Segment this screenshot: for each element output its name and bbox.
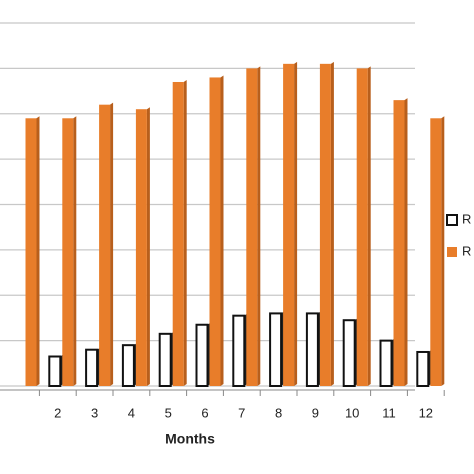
bar	[135, 109, 147, 387]
x-tick-label: 9	[312, 405, 319, 420]
bar	[319, 63, 331, 387]
legend-swatch	[446, 214, 458, 226]
bar	[246, 68, 258, 386]
bar	[48, 355, 62, 388]
bar	[305, 312, 319, 387]
bar	[85, 348, 99, 388]
bar-side	[220, 75, 224, 386]
legend-label: R	[462, 243, 471, 258]
legend-swatch	[447, 247, 457, 257]
x-tick-label: 2	[54, 405, 61, 420]
bar-side	[73, 116, 77, 386]
x-tick-label: 11	[382, 405, 396, 420]
bar	[269, 312, 283, 387]
bar-side	[441, 116, 445, 386]
x-tick-label: 10	[345, 405, 359, 420]
bar	[121, 344, 135, 388]
x-tick-label: 3	[91, 405, 98, 420]
bar-side	[183, 79, 187, 387]
bar	[342, 319, 356, 387]
bar-side	[257, 66, 261, 386]
x-tick-label: 7	[238, 405, 245, 420]
bar-side	[330, 61, 334, 387]
x-tick-label: 4	[128, 405, 135, 420]
bar	[283, 63, 295, 387]
x-axis-label: Months	[165, 431, 215, 447]
bar	[99, 104, 111, 387]
bar-side	[294, 61, 298, 387]
x-tick-label: 12	[419, 405, 433, 420]
bar	[25, 118, 37, 386]
bar	[379, 339, 393, 387]
bar	[62, 118, 74, 386]
x-tick-label: 6	[201, 405, 208, 420]
bar-side	[404, 98, 408, 386]
bar	[209, 77, 221, 386]
bar-side	[110, 102, 114, 387]
bar	[232, 314, 246, 388]
legend-label: R	[462, 211, 471, 226]
bar	[356, 68, 368, 386]
bar-side	[36, 116, 40, 386]
bar	[172, 81, 184, 387]
bar-side	[367, 66, 371, 386]
bar	[195, 323, 209, 387]
bar	[393, 100, 405, 386]
bar	[158, 332, 172, 388]
bar	[430, 118, 442, 386]
bar	[416, 350, 430, 387]
x-tick-label: 5	[165, 405, 172, 420]
x-tick-label: 8	[275, 405, 282, 420]
bar-side	[146, 107, 150, 387]
